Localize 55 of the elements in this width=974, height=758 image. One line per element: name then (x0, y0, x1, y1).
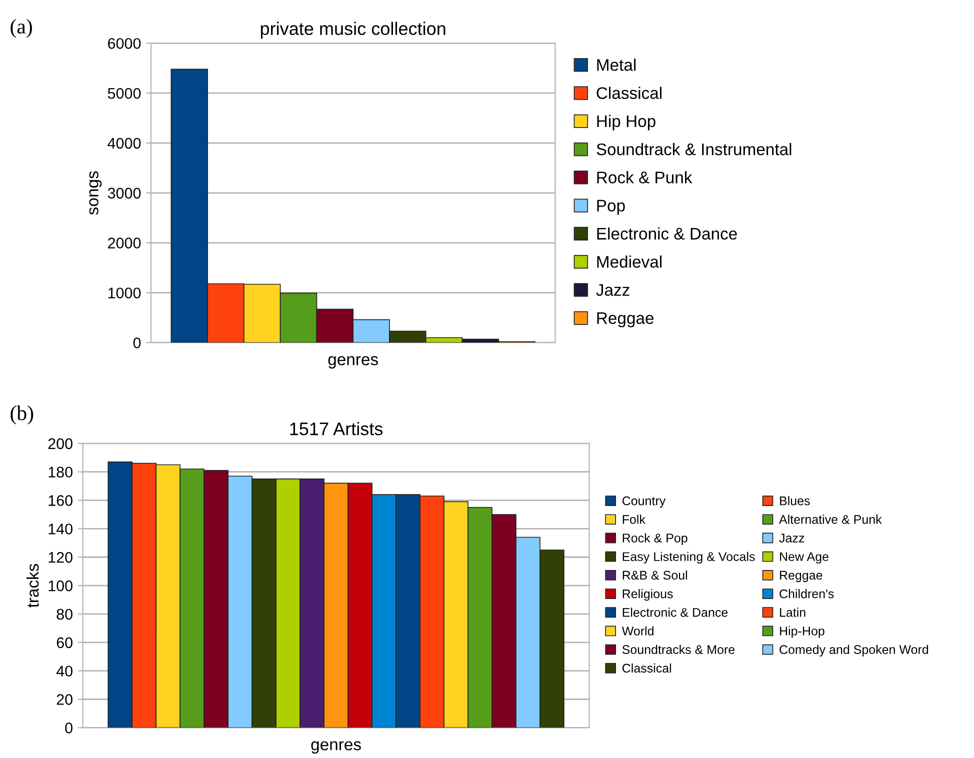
y-tick-label: 1000 (108, 288, 141, 298)
legend-label: Metal (597, 58, 636, 71)
legend-label: Rock & Pop (622, 533, 688, 545)
text: (b) (10, 406, 34, 424)
legend-label: Classical (596, 86, 662, 99)
chart-title: 1517 Artists (290, 422, 383, 436)
y-tick-label: 5000 (108, 88, 141, 99)
y-tick-label: 20 (56, 694, 72, 705)
legend-label: World (622, 626, 654, 636)
legend-label: Religious (622, 589, 673, 601)
y-tick-label: 80 (56, 608, 72, 620)
legend-label: Medieval (597, 256, 662, 268)
legend-label: Country (622, 496, 666, 508)
y-tick-label: 3000 (108, 188, 141, 199)
legend-label: Reggae (780, 570, 822, 582)
y-tick-label: 40 (56, 666, 72, 677)
y-tick-label: 200 (48, 438, 72, 450)
y-tick-label: 6000 (108, 38, 141, 49)
legend-label: Jazz (779, 534, 804, 542)
y-tick-label: 4000 (108, 138, 141, 149)
text: (a) (10, 18, 32, 38)
y-tick-label: 0 (133, 337, 141, 348)
legend-label: Hip-Hop (780, 626, 824, 638)
legend-label: R&B & Soul (622, 570, 688, 580)
legend-label: Folk (622, 514, 646, 524)
y-tick-label: 0 (65, 722, 72, 734)
legend-label: Electronic & Dance (622, 608, 728, 617)
legend-label: Reggae (597, 312, 654, 328)
legend-label: Comedy and Spoken Word (780, 644, 928, 656)
legend-label: Alternative & Punk (779, 514, 882, 524)
legend-label: Latin (780, 608, 806, 617)
y-axis-title: songs (89, 171, 102, 215)
y-tick-label: 2000 (108, 238, 141, 248)
legend-label: Children's (780, 589, 834, 598)
x-axis-title: genres (311, 741, 361, 754)
legend-label: Soundtrack & Instrumental (596, 143, 792, 156)
y-tick-label: 180 (48, 466, 72, 478)
legend-label: Easy Listening & Vocals (622, 552, 755, 564)
legend-label: Electronic & Dance (597, 227, 737, 240)
chart-title: private music collection (260, 22, 446, 39)
y-tick-label: 140 (48, 524, 72, 534)
legend-label: Blues (780, 496, 810, 506)
y-tick-label: 160 (48, 495, 72, 506)
y-axis-title: tracks (26, 564, 39, 608)
legend-label: Hip Hop (597, 114, 656, 130)
legend-label: Pop (597, 200, 625, 215)
legend-label: Jazz (596, 284, 630, 296)
legend-label: Soundtracks & More (622, 644, 735, 654)
y-tick-label: 120 (48, 552, 72, 563)
legend-label: Classical (622, 663, 672, 673)
y-tick-label: 100 (48, 580, 72, 592)
legend-label: New Age (780, 552, 828, 564)
x-axis-title: genres (328, 356, 378, 369)
y-tick-label: 60 (56, 637, 72, 648)
legend-label: Rock & Punk (597, 171, 692, 184)
